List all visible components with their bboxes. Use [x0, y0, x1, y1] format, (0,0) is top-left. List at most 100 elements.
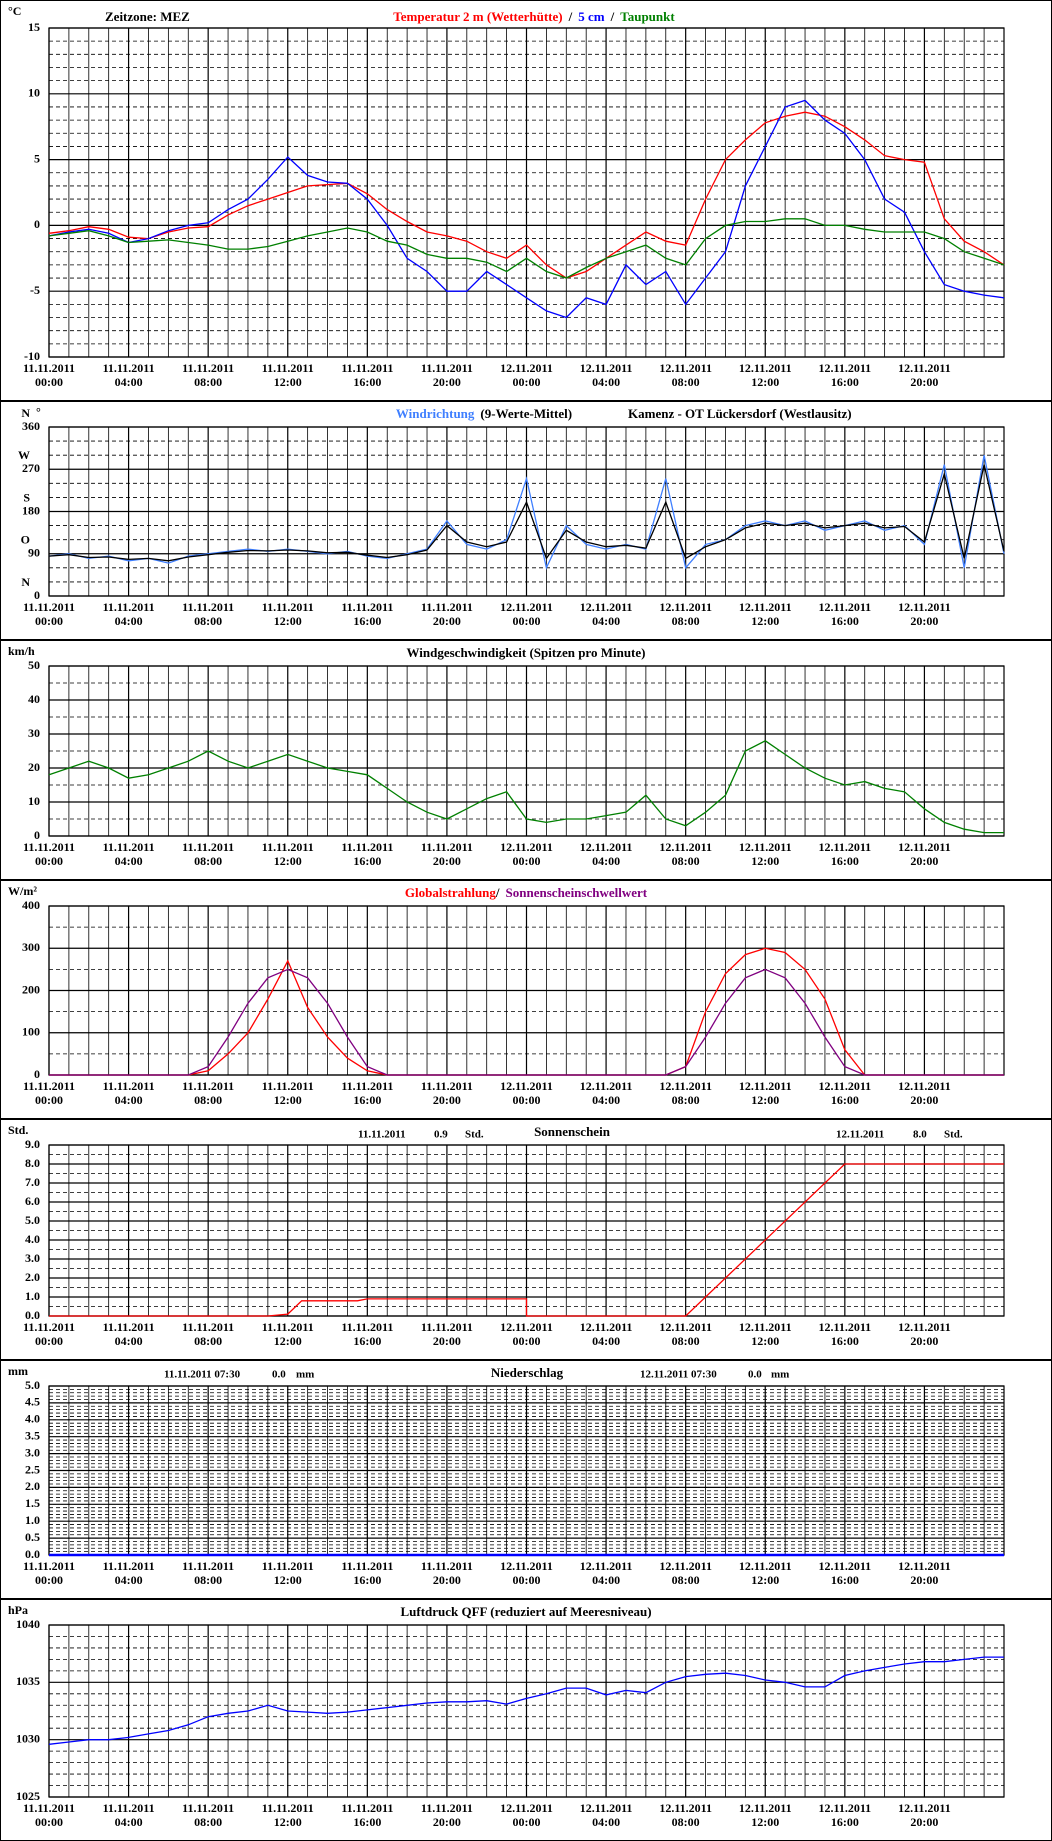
chart-panel: 0.0 0.5 1.0 1.5 2.0 2.5 3.0 3.5 4.0 4.5 5.0 11.11.2…	[0, 1360, 1052, 1599]
x-tick-label-line: 12.11.2011	[659, 1320, 712, 1334]
x-tick-label-line: 00:00	[513, 614, 541, 628]
summary-unit: Std.	[465, 1129, 484, 1141]
x-tick-label: 11.11.2011 20:00	[421, 1801, 473, 1829]
x-tick-label: 12.11.2011 00:00	[500, 1079, 553, 1107]
x-tick-label-line: 11.11.2011	[182, 840, 234, 854]
x-tick-label: 12.11.2011 16:00	[818, 1079, 871, 1107]
x-tick-label: 12.11.2011 16:00	[818, 1801, 871, 1829]
y-tick-label: 4.0	[25, 1412, 40, 1426]
x-tick-label: 11.11.2011 12:00	[262, 1079, 314, 1107]
x-tick-label-line: 11.11.2011	[341, 1320, 393, 1334]
x-tick-label: 12.11.2011 20:00	[898, 1079, 951, 1107]
x-tick-label: 11.11.2011 12:00	[262, 1320, 314, 1348]
x-tick-label-line: 11.11.2011	[23, 1559, 75, 1573]
x-tick-label: 11.11.2011 04:00	[103, 361, 155, 389]
y-tick-label: 90	[28, 546, 40, 560]
y-tick-label: 0	[34, 828, 40, 842]
x-tick-label-line: 16:00	[353, 375, 381, 389]
x-tick-label-line: 12.11.2011	[739, 1801, 792, 1815]
x-tick-label-line: 08:00	[672, 1815, 700, 1829]
x-tick-label-line: 00:00	[35, 375, 63, 389]
x-tick-label: 11.11.2011 00:00	[23, 600, 75, 628]
plot-border	[48, 1624, 1005, 1798]
x-tick-label-line: 11.11.2011	[421, 1559, 473, 1573]
x-tick-label-line: 08:00	[194, 375, 222, 389]
x-tick-label: 12.11.2011 08:00	[659, 1079, 712, 1107]
x-tick-label: 11.11.2011 08:00	[182, 1559, 234, 1587]
x-tick-label-line: 12.11.2011	[818, 1801, 871, 1815]
x-tick-label-line: 20:00	[433, 1334, 461, 1348]
x-tick-label: 11.11.2011 00:00	[23, 1559, 75, 1587]
x-tick-label: 12.11.2011 12:00	[739, 1559, 792, 1587]
x-tick-label-line: 00:00	[35, 1093, 63, 1107]
x-tick-label-line: 12.11.2011	[500, 840, 553, 854]
x-tick-label: 12.11.2011 12:00	[739, 1801, 792, 1829]
legend-separator: /	[610, 9, 615, 24]
legend-entry: Globalstrahlung	[405, 885, 497, 900]
x-tick-label-line: 08:00	[194, 1093, 222, 1107]
x-tick-label: 12.11.2011 20:00	[898, 1559, 951, 1587]
x-tick-label-line: 16:00	[831, 854, 859, 868]
x-tick-label-line: 12.11.2011	[500, 1801, 553, 1815]
chart-title: Windgeschwindigkeit (Spitzen pro Minute)	[407, 645, 646, 660]
y-unit: °	[36, 405, 41, 419]
x-tick-label-line: 12.11.2011	[898, 361, 951, 375]
series-line	[48, 1656, 1004, 1745]
y-unit: Std.	[8, 1123, 28, 1137]
y-tick-label: 50	[28, 658, 40, 672]
x-tick-label-line: 12.11.2011	[898, 1801, 951, 1815]
y-tick-label: 100	[22, 1025, 40, 1039]
x-tick-label-line: 00:00	[35, 614, 63, 628]
x-tick-label-line: 11.11.2011	[23, 1320, 75, 1334]
x-tick-label-line: 11.11.2011	[262, 361, 314, 375]
x-tick-label-line: 00:00	[513, 854, 541, 868]
x-tick-label-line: 11.11.2011	[103, 361, 155, 375]
x-tick-label-line: 12.11.2011	[739, 1079, 792, 1093]
x-tick-label-line: 11.11.2011	[182, 1320, 234, 1334]
legend-entry: 5 cm	[578, 9, 605, 24]
series-line	[48, 740, 1004, 834]
y-unit: km/h	[8, 644, 35, 658]
x-tick-label: 12.11.2011 04:00	[580, 361, 633, 389]
x-tick-label-line: 12.11.2011	[500, 1079, 553, 1093]
x-tick-label-line: 04:00	[592, 1334, 620, 1348]
x-tick-label-line: 08:00	[194, 854, 222, 868]
x-tick-label: 11.11.2011 00:00	[23, 1320, 75, 1348]
x-tick-label: 11.11.2011 16:00	[341, 361, 393, 389]
y-tick-label: 1030	[16, 1731, 40, 1745]
x-tick-label-line: 16:00	[831, 1334, 859, 1348]
x-tick-label-line: 12.11.2011	[659, 1801, 712, 1815]
x-tick-label-line: 12:00	[274, 375, 302, 389]
x-tick-label-line: 20:00	[433, 1093, 461, 1107]
x-tick-label-line: 20:00	[910, 375, 938, 389]
y-tick-label: 2.5	[25, 1462, 40, 1476]
x-tick-label-line: 12.11.2011	[818, 600, 871, 614]
x-tick-label-line: 11.11.2011	[341, 600, 393, 614]
x-tick-label: 11.11.2011 04:00	[103, 1079, 155, 1107]
x-tick-label: 12.11.2011 00:00	[500, 840, 553, 868]
x-tick-label-line: 12:00	[274, 854, 302, 868]
y-tick-label: 0	[34, 588, 40, 602]
x-tick-label-line: 12:00	[274, 1334, 302, 1348]
x-tick-label-line: 12.11.2011	[500, 361, 553, 375]
y-tick-label: -5	[30, 283, 40, 297]
y-tick-label: 200	[22, 982, 40, 996]
y-tick-label: 300	[22, 940, 40, 954]
x-tick-label: 12.11.2011 00:00	[500, 1801, 553, 1829]
x-tick-label: 12.11.2011 16:00	[818, 1559, 871, 1587]
x-tick-label-line: 11.11.2011	[103, 1079, 155, 1093]
x-tick-label: 12.11.2011 04:00	[580, 1801, 633, 1829]
x-tick-label: 11.11.2011 20:00	[421, 600, 473, 628]
x-tick-label: 11.11.2011 04:00	[103, 840, 155, 868]
x-tick-label: 11.11.2011 16:00	[341, 600, 393, 628]
y-tick-label: 180	[22, 503, 40, 517]
x-tick-label-line: 11.11.2011	[421, 361, 473, 375]
x-tick-label-line: 00:00	[35, 1573, 63, 1587]
y-tick-label: 0	[34, 217, 40, 231]
x-tick-label-line: 11.11.2011	[103, 600, 155, 614]
x-tick-label: 11.11.2011 20:00	[421, 1559, 473, 1587]
y-tick-label: 1040	[16, 1617, 40, 1631]
x-tick-label: 11.11.2011 08:00	[182, 361, 234, 389]
x-tick-label-line: 12.11.2011	[500, 1559, 553, 1573]
y-tick-label: 30	[28, 726, 40, 740]
